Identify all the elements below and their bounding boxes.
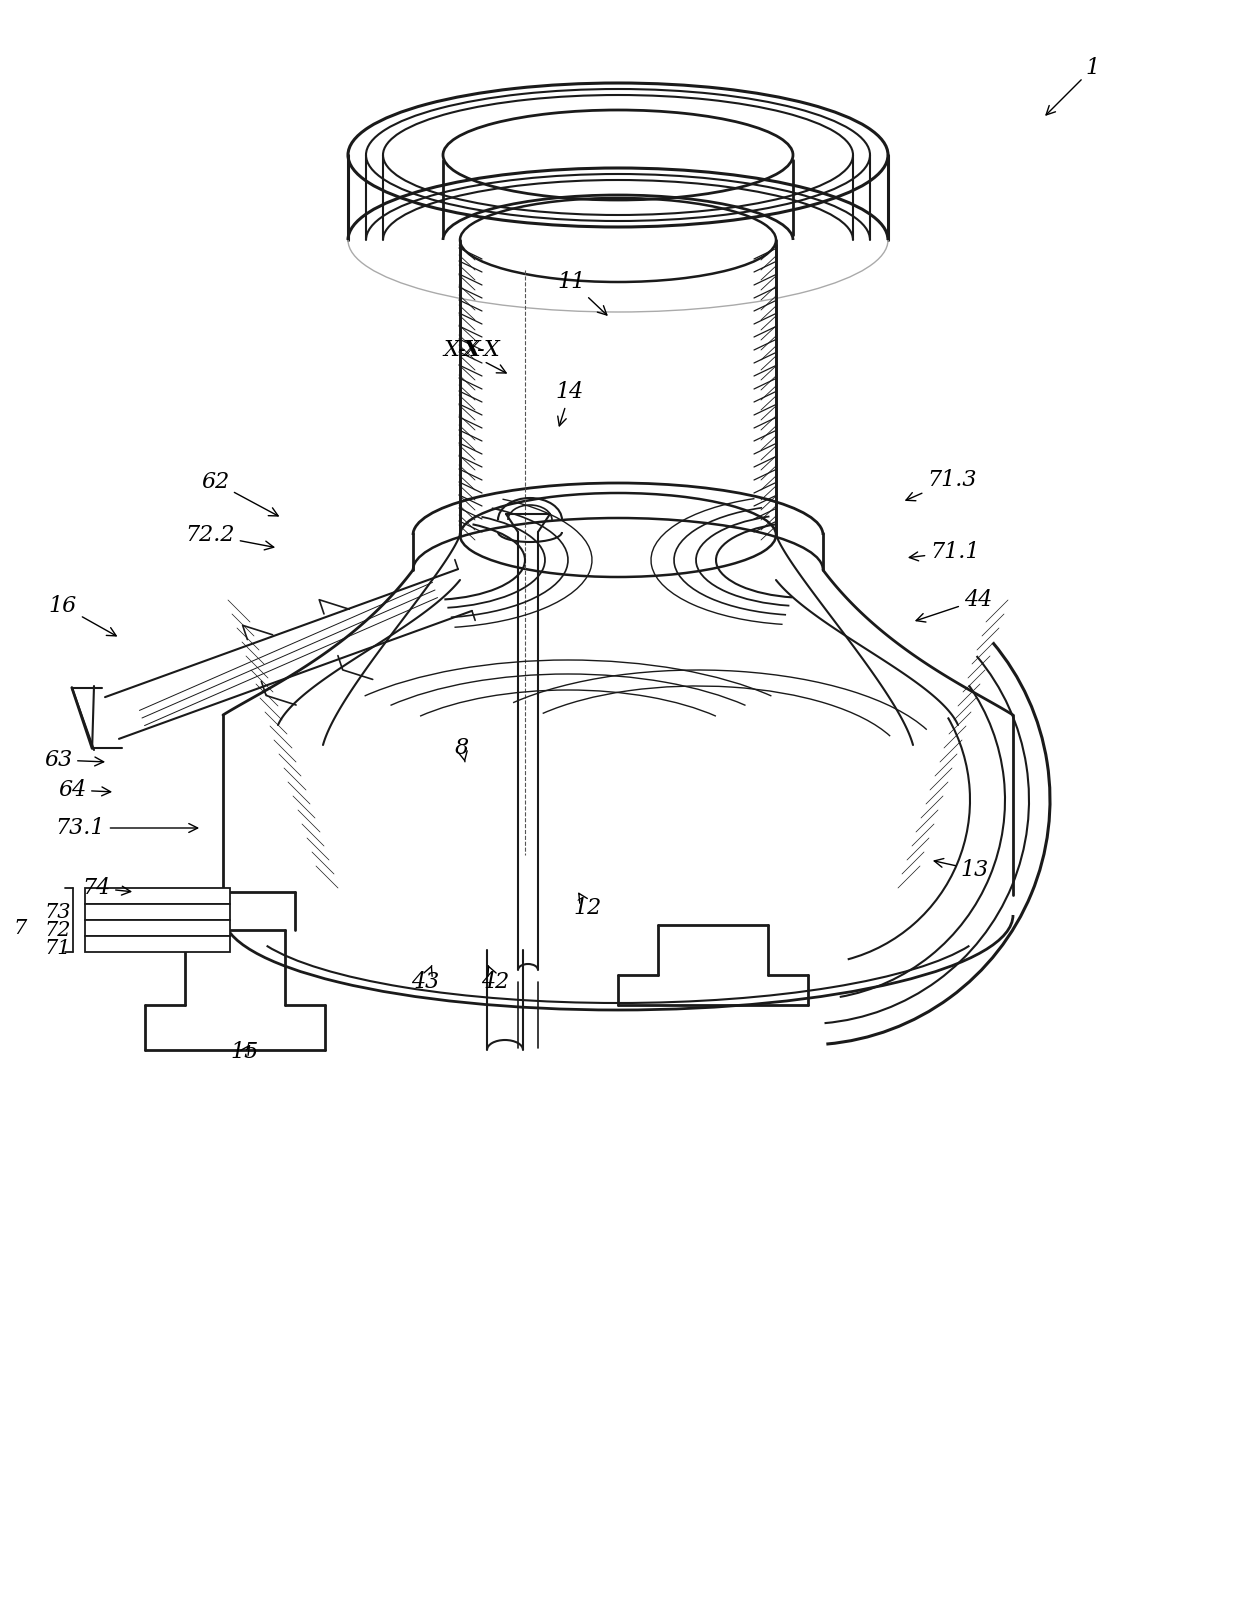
Text: 8: 8 [455,736,469,762]
Text: 42: 42 [481,966,510,993]
Text: 72: 72 [45,920,71,939]
Text: 44: 44 [916,589,992,623]
Text: 11: 11 [558,271,606,315]
Text: 13: 13 [934,859,990,882]
Text: 15: 15 [231,1041,259,1064]
Text: 64: 64 [58,779,110,802]
Text: 71.3: 71.3 [906,470,977,501]
Text: 43: 43 [410,966,439,993]
Text: 12: 12 [574,893,603,918]
Text: 7: 7 [14,918,26,937]
Text: X-X: X-X [443,339,506,374]
Text: X-X: X-X [463,339,500,361]
Text: 71.1: 71.1 [909,541,980,564]
Text: 62: 62 [201,471,278,516]
FancyBboxPatch shape [86,904,229,920]
FancyBboxPatch shape [86,920,229,936]
Text: 71: 71 [45,939,71,958]
FancyBboxPatch shape [86,888,229,904]
Text: 1: 1 [1047,57,1100,115]
Text: 16: 16 [48,596,117,636]
Text: 73: 73 [45,902,71,921]
Text: 74: 74 [82,877,130,899]
Text: 14: 14 [556,382,584,426]
Text: 72.2: 72.2 [185,524,274,549]
Text: 63: 63 [43,749,104,771]
FancyBboxPatch shape [86,936,229,952]
Text: 73.1: 73.1 [56,818,197,838]
